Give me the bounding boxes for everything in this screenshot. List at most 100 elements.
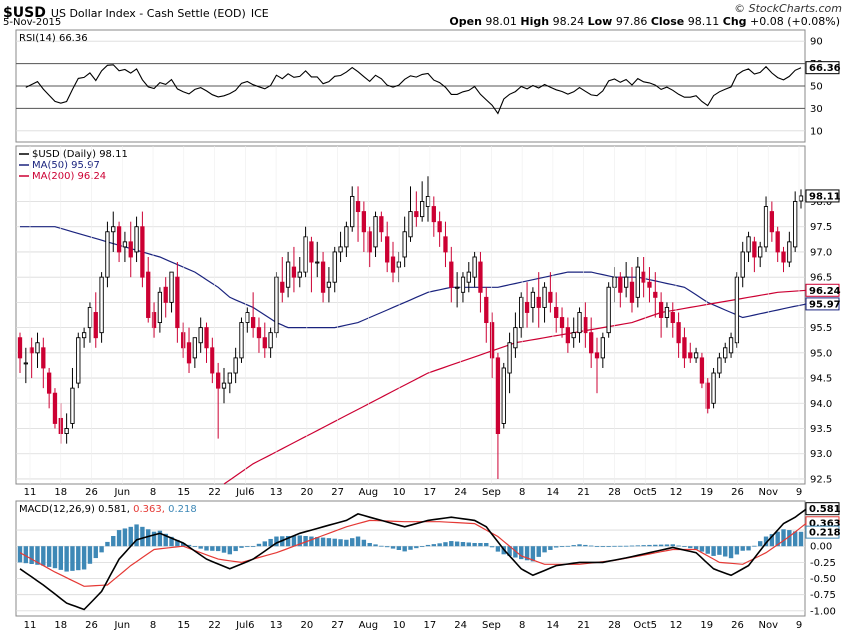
macd-histogram-bar xyxy=(548,546,553,550)
macd-histogram-bar xyxy=(81,546,87,570)
candle-body xyxy=(70,387,75,424)
macd-last-value-box xyxy=(805,502,840,516)
x-axis-label: Oct5 xyxy=(633,487,657,498)
ticker-symbol: $USD xyxy=(3,5,46,21)
macd-histogram-bar xyxy=(466,542,471,547)
price-tag: 98.11 xyxy=(809,191,841,202)
price-tag-box xyxy=(805,189,840,203)
macd-histogram-bar xyxy=(670,544,675,547)
candle-body xyxy=(111,226,116,233)
macd-histogram-bar xyxy=(146,529,151,547)
macd-legend-value: 0.581, xyxy=(98,504,133,515)
x-axis-label: Aug xyxy=(359,487,379,498)
macd-histogram-bar xyxy=(594,546,600,548)
x-axis-label: 13 xyxy=(270,487,283,498)
x-axis-label: 8 xyxy=(150,487,156,498)
candle-body xyxy=(309,241,314,263)
x-axis-label: Nov xyxy=(758,620,778,631)
macd-legend-signal: 0.363, xyxy=(133,504,168,515)
candle-body xyxy=(606,286,611,334)
rsi-tick-label: 10 xyxy=(810,126,823,137)
macd-histogram-bar xyxy=(746,546,751,551)
instrument-name: US Dollar Index - Cash Settle (EOD) xyxy=(50,7,246,20)
candle-body xyxy=(367,231,372,253)
x-axis-label: 27 xyxy=(331,487,344,498)
macd-histogram-bar xyxy=(344,539,349,547)
macd-histogram-bar xyxy=(489,546,495,548)
x-axis-label: 24 xyxy=(454,487,467,498)
candle-body xyxy=(35,342,40,354)
macd-histogram-bar xyxy=(151,531,157,547)
price-tick-label: 95.0 xyxy=(810,348,832,359)
macd-histogram-bar xyxy=(396,546,402,550)
candle-body xyxy=(414,211,419,218)
candle-body xyxy=(245,312,250,324)
x-axis-label: 21 xyxy=(577,620,590,631)
macd-histogram-bar xyxy=(425,544,431,547)
candle-body xyxy=(734,276,740,344)
macd-histogram-bar xyxy=(618,545,623,547)
macd-tick-label: 0.00 xyxy=(810,542,832,553)
rsi-line xyxy=(25,64,802,115)
price-tag: 96.24 xyxy=(809,286,841,297)
candle-body xyxy=(443,236,448,253)
candle-body xyxy=(146,271,151,318)
macd-histogram-bar xyxy=(221,546,227,553)
candle-body xyxy=(274,276,279,334)
candle-body xyxy=(326,281,332,288)
macd-histogram-bar xyxy=(239,546,244,548)
price-tick-label: 92.5 xyxy=(810,474,832,485)
candle-body xyxy=(618,276,623,293)
macd-histogram-bar xyxy=(70,546,75,571)
chart-date: 5-Nov-2015 xyxy=(3,17,62,28)
x-axis-label: 19 xyxy=(700,487,713,498)
price-tick-label: 97.5 xyxy=(810,222,832,233)
candle-body xyxy=(81,332,87,339)
low-label: Low xyxy=(587,15,613,28)
macd-histogram-bar xyxy=(105,541,110,547)
x-axis-label: 8 xyxy=(519,620,525,631)
candle-body xyxy=(210,347,215,374)
candle-body xyxy=(676,322,681,344)
rsi-last-value-box xyxy=(805,61,840,75)
candle-body xyxy=(128,241,133,258)
x-axis-label: 8 xyxy=(150,620,156,631)
candle-body xyxy=(361,211,367,233)
macd-last-value-box xyxy=(805,525,840,539)
candle-body xyxy=(221,382,227,389)
candle-body xyxy=(530,291,536,308)
candle-body xyxy=(682,337,687,359)
brand-logo: © StockCharts.com xyxy=(734,2,842,15)
macd-histogram-bar xyxy=(577,544,582,547)
x-axis-label: 26 xyxy=(731,620,744,631)
candle-body xyxy=(186,342,192,364)
macd-histogram-bar xyxy=(408,546,413,550)
candle-body xyxy=(76,337,81,384)
candle-body xyxy=(740,251,745,278)
macd-histogram-bar xyxy=(23,546,29,564)
price-tick-label: 93.5 xyxy=(810,424,832,435)
macd-histogram-bar xyxy=(554,546,559,548)
exchange-name: ICE xyxy=(250,7,269,20)
macd-histogram-bar xyxy=(128,526,133,547)
macd-histogram-bar xyxy=(332,538,337,547)
macd-histogram-bar xyxy=(41,546,46,566)
price-tag: 95.97 xyxy=(809,299,841,310)
macd-histogram-bar xyxy=(52,546,58,569)
candle-body xyxy=(594,352,600,359)
candle-body xyxy=(332,251,337,283)
chg-label: Chg xyxy=(722,15,747,28)
candle-body xyxy=(542,286,547,308)
macd-histogram-bar xyxy=(134,524,139,547)
candle-body xyxy=(437,221,442,233)
macd-histogram-bar xyxy=(530,546,536,562)
macd-histogram-bar xyxy=(524,546,530,561)
candle-body xyxy=(116,226,122,253)
ma50-line xyxy=(20,226,807,329)
macd-histogram-bar xyxy=(460,542,466,547)
x-axis-label: 22 xyxy=(208,620,221,631)
candle-body xyxy=(17,337,23,359)
macd-histogram-bar xyxy=(414,546,419,549)
candle-body xyxy=(559,317,565,329)
macd-histogram-bar xyxy=(315,537,320,547)
